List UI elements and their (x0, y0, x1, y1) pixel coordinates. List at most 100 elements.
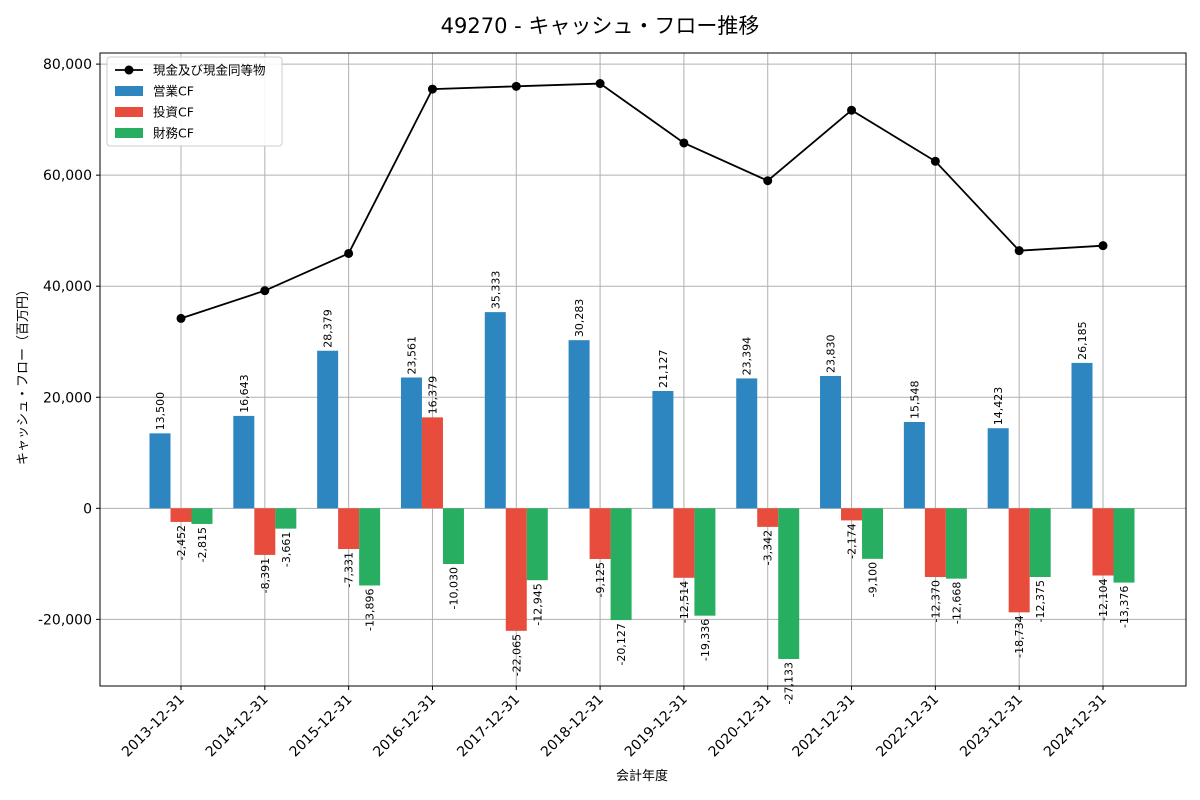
bar-財務CF (862, 508, 884, 559)
bar-value-label: -3,661 (280, 532, 293, 567)
line-point (427, 84, 437, 94)
bar-営業CF (987, 428, 1009, 509)
bar-value-label: -12,668 (950, 582, 963, 624)
bar-value-label: 23,394 (741, 337, 754, 376)
line-point (847, 105, 857, 115)
bar-value-label: -12,375 (1034, 580, 1047, 622)
legend-line-marker (124, 65, 134, 75)
bar-value-label: -9,100 (867, 562, 880, 597)
bar-value-label: 35,333 (489, 271, 502, 309)
line-point (1014, 246, 1024, 256)
bar-value-label: 30,283 (573, 299, 586, 338)
bar-財務CF (191, 508, 213, 524)
y-axis-label: キャッシュ・フロー（百万円） (16, 283, 31, 465)
legend-frame (106, 56, 283, 147)
bar-営業CF (1071, 362, 1093, 509)
line-point (930, 156, 940, 166)
bar-value-label: -10,030 (447, 567, 460, 609)
legend-label: 財務CF (153, 126, 194, 141)
bar-営業CF (903, 421, 925, 509)
bar-value-label: 23,561 (405, 336, 418, 375)
bar-value-label: 16,643 (238, 374, 251, 413)
bar-財務CF (275, 508, 297, 529)
bar-財務CF (1113, 508, 1135, 583)
bar-財務CF (1029, 508, 1051, 578)
line-point (176, 313, 186, 323)
x-tick-label: 2016-12-31 (370, 692, 439, 761)
x-tick-label: 2024-12-31 (1041, 692, 1110, 761)
x-tick-label: 2020-12-31 (706, 692, 775, 761)
bar-営業CF (568, 340, 590, 509)
legend-label: 現金及び現金同等物 (153, 63, 266, 78)
y-tick-label: -20,000 (38, 612, 92, 628)
legend-label: 投資CF (153, 105, 194, 120)
bar-value-label: 21,127 (657, 350, 670, 389)
bar-value-label: 26,185 (1076, 321, 1089, 360)
bar-投資CF (1008, 508, 1030, 613)
bar-財務CF (694, 508, 716, 616)
bar-投資CF (254, 508, 276, 555)
line-cash-equivalents (180, 82, 1104, 320)
x-tick-label: 2023-12-31 (957, 692, 1026, 761)
bar-value-label: -13,896 (364, 588, 377, 630)
legend-swatch-財務CF (115, 128, 143, 138)
chart-title: 49270 - キャッシュ・フロー推移 (441, 14, 760, 38)
plot-frame (99, 52, 1187, 687)
bar-value-label: -2,174 (846, 523, 859, 558)
line-point (260, 286, 270, 296)
bar-営業CF (652, 391, 674, 509)
bar-投資CF (841, 508, 863, 521)
bar-value-label: 28,379 (322, 309, 335, 348)
line-point (679, 138, 689, 148)
bar-value-label: -3,342 (762, 530, 775, 565)
bar-value-label: -12,370 (929, 580, 942, 622)
bar-value-label: -7,331 (343, 552, 356, 587)
line-point (1098, 241, 1108, 251)
bar-財務CF (442, 508, 464, 565)
legend-label: 営業CF (153, 84, 194, 99)
bar-value-label: -20,127 (615, 623, 628, 665)
bar-財務CF (526, 508, 548, 581)
y-tick-label: 60,000 (43, 168, 92, 184)
bar-value-label: -9,125 (594, 562, 607, 597)
bar-value-label: -12,104 (1097, 579, 1110, 621)
bar-営業CF (317, 350, 339, 509)
legend-swatch-投資CF (115, 107, 143, 117)
bar-営業CF (400, 377, 422, 509)
x-tick-label: 2018-12-31 (538, 692, 607, 761)
bar-投資CF (924, 508, 946, 578)
bar-value-label: -12,514 (678, 581, 691, 623)
bar-value-label: -27,133 (783, 662, 796, 704)
bar-value-label: -18,734 (1013, 615, 1026, 657)
bar-value-label: 23,830 (825, 334, 838, 373)
bar-投資CF (673, 508, 695, 578)
bar-value-label: -22,065 (510, 634, 523, 676)
bar-value-label: 13,500 (154, 392, 167, 431)
y-tick-label: 20,000 (43, 390, 92, 406)
y-tick-label: 0 (83, 501, 92, 517)
x-tick-label: 2013-12-31 (119, 692, 188, 761)
bar-営業CF (149, 433, 171, 509)
bar-投資CF (589, 508, 611, 559)
bar-財務CF (778, 508, 800, 659)
bar-value-label: 14,423 (992, 387, 1005, 426)
bar-投資CF (421, 417, 443, 509)
bar-value-label: 16,379 (426, 376, 439, 415)
bar-value-label: -19,336 (699, 619, 712, 661)
bar-value-label: -2,452 (175, 525, 188, 560)
y-tick-label: 80,000 (43, 57, 92, 73)
bar-投資CF (338, 508, 360, 550)
x-tick-label: 2014-12-31 (203, 692, 272, 761)
bar-営業CF (736, 378, 758, 509)
bar-財務CF (945, 508, 967, 579)
x-tick-label: 2017-12-31 (454, 692, 523, 761)
bar-value-label: 15,548 (908, 380, 921, 419)
line-point (344, 248, 354, 258)
bar-投資CF (505, 508, 527, 631)
bar-value-label: -2,815 (196, 527, 209, 562)
bar-営業CF (820, 375, 842, 509)
bar-value-label: -8,391 (259, 558, 272, 593)
line-point (511, 81, 521, 91)
